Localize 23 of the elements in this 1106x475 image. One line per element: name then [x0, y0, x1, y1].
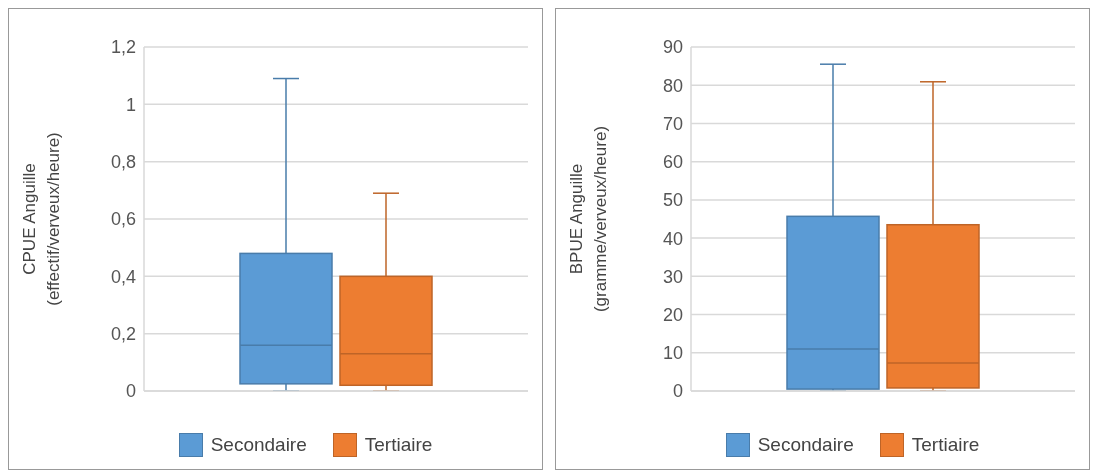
y-tick-label: 50: [662, 190, 683, 211]
y-tick-label: 80: [662, 75, 683, 96]
y-tick-label: 1: [125, 94, 136, 115]
y-tick-label: 0,4: [110, 266, 136, 287]
legend-label: Secondaire: [210, 434, 307, 456]
y-tick-label: 1,2: [110, 37, 136, 58]
y-axis-title: BPUE Anguille (gramme/verveux/heure): [567, 125, 610, 313]
y-tick-label: 40: [662, 228, 683, 249]
legend-label: Tertiaire: [364, 434, 433, 456]
legend-label: Tertiaire: [911, 434, 980, 456]
y-tick-label: 0,8: [110, 152, 136, 173]
legend-label: Secondaire: [757, 434, 854, 456]
y-tick-label: 30: [662, 266, 683, 287]
y-tick-label: 0,6: [110, 209, 136, 230]
y-tick-label: 90: [662, 37, 683, 58]
y-tick-label: 0: [125, 381, 136, 402]
y-tick-label: 20: [662, 304, 683, 325]
y-tick-label: 60: [662, 152, 683, 173]
y-tick-label: 0: [672, 381, 683, 402]
y-tick-label: 0,2: [110, 324, 136, 345]
y-tick-label: 70: [662, 113, 683, 134]
y-tick-label: 10: [662, 343, 683, 364]
y-axis-title: CPUE Anguille (effectif/verveux/heure): [20, 132, 63, 306]
